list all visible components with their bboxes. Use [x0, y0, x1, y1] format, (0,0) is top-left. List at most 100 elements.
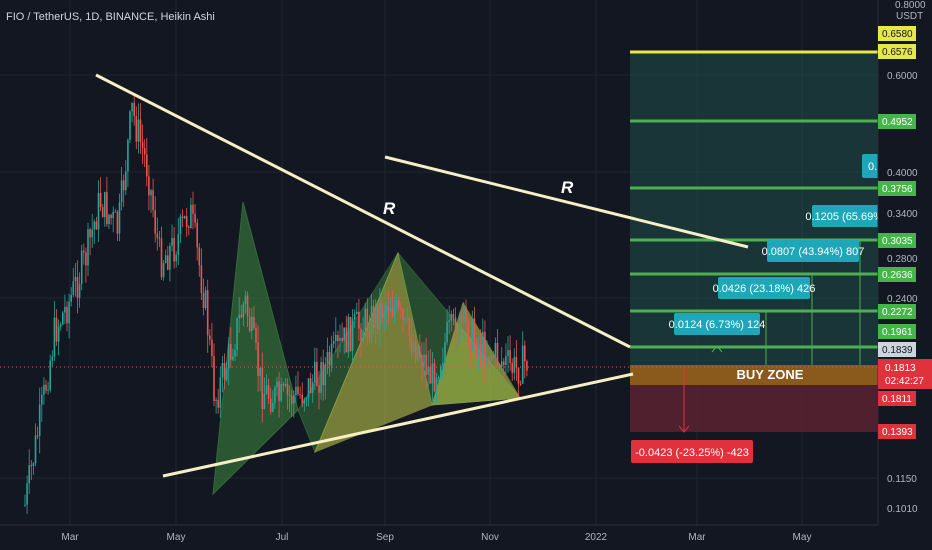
candle-body — [108, 214, 110, 225]
candle-body — [146, 154, 148, 177]
candle-body — [322, 362, 324, 386]
marker-04952: 0.4952 — [878, 114, 916, 129]
candle-body — [196, 222, 198, 248]
svg-text:0.4952: 0.4952 — [882, 117, 913, 128]
candle-body — [398, 300, 400, 308]
candle-body — [261, 367, 264, 409]
time-axis-label-0: Mar — [61, 532, 79, 543]
candle-body — [28, 465, 30, 484]
candle-body — [164, 255, 167, 264]
candle-body — [301, 394, 303, 404]
candle-body — [122, 180, 125, 191]
candle-body — [223, 362, 226, 381]
support-trendline[interactable] — [162, 372, 634, 478]
marker-01839: 0.1839 — [878, 342, 916, 357]
candle-body — [74, 276, 77, 282]
candle-body — [330, 343, 333, 366]
candle-body — [484, 331, 486, 366]
candle-body — [87, 229, 89, 266]
candle-body — [280, 384, 282, 401]
time-axis[interactable] — [0, 525, 932, 550]
candle-body — [404, 317, 406, 320]
target-label-3: 0.0807 (43.94%) 807 — [762, 240, 864, 262]
candle-body — [391, 307, 394, 316]
candle-body — [299, 393, 301, 395]
candle-body — [416, 346, 419, 360]
candle-body — [64, 306, 66, 313]
candle-body — [215, 399, 217, 402]
marker-02272: 0.2272 — [878, 304, 916, 319]
candle-body — [141, 141, 144, 149]
candle-body — [414, 341, 417, 360]
level-lines — [630, 50, 878, 349]
candle-body — [106, 192, 108, 225]
candle-body — [263, 393, 266, 409]
candle-body — [257, 342, 259, 376]
target-label-2: 0.0426 (23.18%) 426 — [713, 277, 815, 299]
candle-body — [433, 363, 436, 392]
candle-body — [521, 345, 524, 384]
candle-body — [393, 308, 396, 316]
candle-body — [221, 362, 224, 378]
candles — [24, 96, 528, 514]
candle-body — [425, 354, 427, 375]
candle-body — [314, 361, 316, 383]
short-trendline[interactable] — [384, 155, 749, 249]
marker-02636: 0.2636 — [878, 267, 916, 282]
candle-body — [116, 211, 119, 234]
candle-body — [278, 381, 280, 401]
candle-body — [162, 263, 165, 278]
candle-body — [158, 237, 161, 239]
candle-body — [133, 102, 135, 116]
candle-body — [194, 213, 196, 223]
candle-body — [471, 318, 474, 350]
candle-body — [383, 313, 385, 318]
candle-body — [36, 435, 39, 437]
candle-body — [303, 399, 306, 404]
marker-01393: 0.1393 — [878, 424, 916, 439]
candle-body — [452, 314, 455, 318]
candle-body — [55, 317, 58, 342]
candle-body — [192, 204, 194, 214]
candle-body — [479, 343, 482, 356]
time-axis-label-1: May — [167, 532, 186, 543]
candle-body — [503, 361, 505, 366]
upper-trendline[interactable] — [95, 73, 631, 349]
trendlines[interactable] — [95, 73, 749, 478]
candle-body — [519, 383, 522, 385]
candle-body — [341, 337, 343, 341]
candle-body — [24, 504, 26, 506]
candle-body — [429, 366, 432, 384]
candle-body — [358, 311, 360, 329]
candle-body — [509, 350, 511, 364]
candle-body — [465, 306, 467, 321]
target-label-1-text: 0.0124 (6.73%) 124 — [669, 319, 766, 331]
candle-body — [295, 386, 297, 396]
candle-body — [62, 312, 64, 325]
candle-body — [59, 324, 62, 327]
stop-label: -0.0423 (-23.25%) -423 — [631, 440, 753, 463]
marker-03756: 0.3756 — [878, 181, 916, 196]
marker-06576: 0.6576 — [878, 44, 916, 59]
candle-body — [204, 290, 207, 308]
candle-body — [345, 327, 348, 353]
candle-body — [461, 313, 463, 324]
target-label-1: 0.0124 (6.73%) 124 — [669, 313, 766, 335]
candle-body — [211, 339, 213, 357]
candle-body — [500, 361, 503, 367]
candle-body — [34, 435, 37, 464]
candle-body — [248, 316, 251, 331]
last-price-value: 0.1813 — [885, 363, 916, 374]
time-axis-label-4: Nov — [481, 532, 499, 543]
candle-body — [169, 245, 171, 270]
candle-body — [490, 356, 492, 362]
candle-body — [437, 377, 440, 379]
candle-body — [265, 385, 268, 394]
candle-body — [351, 319, 354, 352]
candle-body — [76, 276, 79, 298]
marker-01961: 0.1961 — [878, 324, 916, 339]
price-axis-label-1: 0.6000 — [887, 71, 918, 82]
candle-body — [494, 342, 497, 358]
candle-body — [421, 354, 423, 366]
